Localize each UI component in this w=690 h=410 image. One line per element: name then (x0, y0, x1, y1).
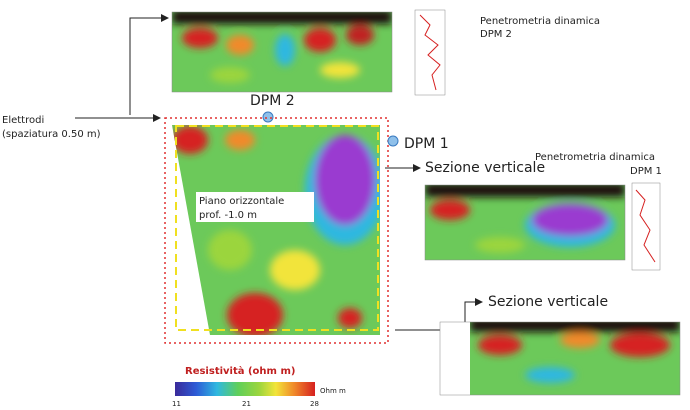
vertical-section-1-label: Sezione verticale (425, 160, 545, 176)
colorbar (175, 382, 315, 396)
dpm2-penetrometer-title: Penetrometria dinamica (480, 16, 600, 27)
colorbar-tick: 28 (310, 400, 319, 408)
electrodes-label: Elettrodi (2, 115, 44, 126)
colorbar-tick: 21 (242, 400, 251, 408)
figure: Penetrometria dinamica DPM 2 DPM 2 Elett… (0, 0, 690, 410)
dpm2-marker-label: DPM 2 (250, 93, 295, 109)
plan-map (172, 125, 385, 337)
middle-section (425, 183, 625, 260)
bottom-section (470, 318, 680, 395)
colorbar-unit: Ohm m (320, 387, 346, 395)
plan-label: Piano orizzontale (199, 196, 284, 207)
dpm1-penetrometer-subtitle: DPM 1 (630, 166, 662, 177)
electrodes-spacing: (spaziatura 0.50 m) (2, 129, 101, 140)
dpm1-marker-label: DPM 1 (404, 136, 449, 152)
vertical-section-2-label: Sezione verticale (488, 294, 608, 310)
plan-depth: prof. -1.0 m (199, 210, 257, 221)
dpm1-penetrometer-title: Penetrometria dinamica (535, 152, 655, 163)
top-section (172, 10, 392, 92)
dpm2-penetrometer-subtitle: DPM 2 (480, 29, 512, 40)
colorbar-title: Resistività (ohm m) (185, 365, 295, 377)
colorbar-tick: 11 (172, 400, 181, 408)
